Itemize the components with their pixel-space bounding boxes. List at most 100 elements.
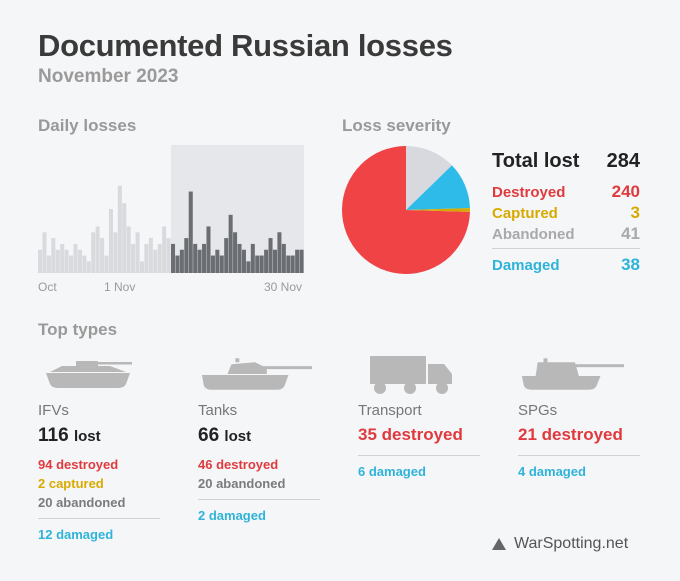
pie-slice-abandoned — [406, 146, 452, 210]
pie-slice-damaged — [406, 165, 470, 210]
type-tanks: Tanks 66 lost 46 destroyed 20 abandoned … — [198, 356, 324, 523]
daily-loss-bar — [60, 243, 65, 273]
ifvs-name: IFVs — [38, 402, 69, 419]
truck-icon — [370, 356, 452, 394]
daily-loss-bar — [219, 255, 224, 273]
pie-slice-captured — [406, 208, 470, 212]
tanks-lost-unit: lost — [224, 428, 252, 445]
tank-icon — [201, 358, 313, 390]
total-lost-value: 284 — [606, 150, 640, 172]
daily-loss-bar — [162, 226, 167, 273]
tanks-destroyed: 46 destroyed — [198, 457, 279, 472]
daily-loss-bar — [268, 238, 273, 273]
captured-label: Captured — [492, 205, 558, 222]
daily-loss-bar — [51, 238, 56, 273]
damaged-value: 38 — [621, 255, 640, 274]
daily-loss-bar — [117, 185, 122, 273]
daily-loss-bar — [241, 249, 246, 273]
daily-loss-bar — [113, 232, 118, 273]
destroyed-row: Destroyed 240 — [492, 182, 640, 202]
daily-loss-bar — [46, 255, 51, 273]
daily-loss-bar — [286, 255, 291, 273]
ifvs-lost-unit: lost — [73, 428, 101, 445]
ifvs-lost-value: 116 — [38, 425, 69, 446]
daily-losses-chart — [38, 145, 304, 273]
daily-loss-bar — [228, 214, 233, 273]
daily-loss-bar — [210, 255, 215, 273]
daily-loss-bar — [135, 232, 140, 273]
daily-loss-bar — [69, 255, 74, 273]
pie-slice-destroyed — [342, 146, 470, 274]
ifv-icon — [46, 361, 132, 388]
daily-loss-bar — [272, 249, 277, 273]
daily-loss-bar — [193, 243, 198, 273]
daily-loss-bar — [290, 255, 295, 273]
daily-loss-bar — [73, 243, 78, 273]
spgs-name: SPGs — [518, 402, 558, 419]
ifvs-captured: 2 captured — [38, 476, 104, 491]
destroyed-value: 240 — [611, 182, 640, 201]
page-title: Documented Russian losses — [38, 28, 453, 63]
daily-loss-bar — [95, 226, 100, 273]
type-transport: Transport 35 destroyed 6 damaged — [358, 356, 484, 479]
abandoned-value: 41 — [621, 224, 640, 243]
daily-loss-bar — [42, 232, 47, 273]
daily-loss-bar — [166, 238, 171, 273]
daily-losses-heading: Daily losses — [38, 116, 137, 135]
daily-loss-bar — [175, 255, 180, 273]
daily-loss-bar — [277, 232, 282, 273]
ifvs-abandoned: 20 abandoned — [38, 495, 126, 510]
daily-loss-bar — [281, 243, 286, 273]
daily-loss-bar — [246, 261, 251, 273]
tanks-damaged: 2 damaged — [198, 508, 266, 523]
tanks-abandoned: 20 abandoned — [198, 476, 286, 491]
daily-loss-bar — [148, 238, 153, 273]
tick-label-oct: Oct — [38, 280, 57, 294]
daily-loss-bar — [259, 255, 264, 273]
source-credit: WarSpotting.net — [492, 535, 628, 553]
captured-value: 3 — [630, 203, 640, 222]
damaged-row: Damaged 38 — [492, 255, 640, 275]
daily-loss-bar — [197, 249, 202, 273]
spgs-damaged: 4 damaged — [518, 464, 586, 479]
daily-loss-bar — [38, 249, 43, 273]
daily-loss-bar — [171, 243, 176, 273]
destroyed-label: Destroyed — [492, 184, 566, 201]
source-text: WarSpotting.net — [514, 535, 629, 552]
daily-loss-bar — [64, 249, 69, 273]
damaged-label: Damaged — [492, 257, 560, 274]
daily-loss-bar — [157, 243, 162, 273]
daily-loss-bar — [82, 255, 87, 273]
daily-loss-bar — [86, 261, 91, 273]
daily-loss-bar — [224, 238, 229, 273]
spgs-destroyed: 21 destroyed — [518, 425, 623, 444]
daily-loss-bar — [131, 243, 136, 273]
triangle-logo-icon — [492, 538, 506, 550]
daily-loss-bar — [188, 191, 193, 273]
loss-severity-heading: Loss severity — [342, 116, 451, 135]
tanks-lost-value: 66 — [198, 425, 220, 446]
tick-label-30-nov: 30 Nov — [264, 280, 303, 294]
daily-loss-bar — [179, 249, 184, 273]
daily-loss-bar — [55, 249, 60, 273]
daily-loss-bar — [299, 249, 304, 273]
daily-loss-bar — [126, 226, 131, 273]
ifvs-destroyed: 94 destroyed — [38, 457, 119, 472]
daily-loss-bar — [233, 232, 238, 273]
daily-loss-bar — [202, 243, 207, 273]
page-subtitle: November 2023 — [38, 66, 179, 87]
transport-divider — [358, 455, 480, 456]
daily-loss-bar — [153, 249, 158, 273]
type-ifvs: IFVs 116 lost 94 destroyed 2 captured 20… — [38, 356, 164, 542]
daily-loss-bar — [100, 238, 105, 273]
type-spgs: SPGs 21 destroyed 4 damaged — [518, 356, 644, 479]
daily-loss-bar — [215, 249, 220, 273]
daily-loss-bar — [144, 243, 149, 273]
daily-loss-bar — [206, 226, 211, 273]
transport-destroyed: 35 destroyed — [358, 425, 463, 444]
tick-label-1-nov: 1 Nov — [104, 280, 136, 294]
spgs-divider — [518, 455, 640, 456]
loss-severity-pie — [342, 146, 470, 274]
abandoned-label: Abandoned — [492, 226, 575, 243]
spg-icon — [521, 358, 625, 390]
